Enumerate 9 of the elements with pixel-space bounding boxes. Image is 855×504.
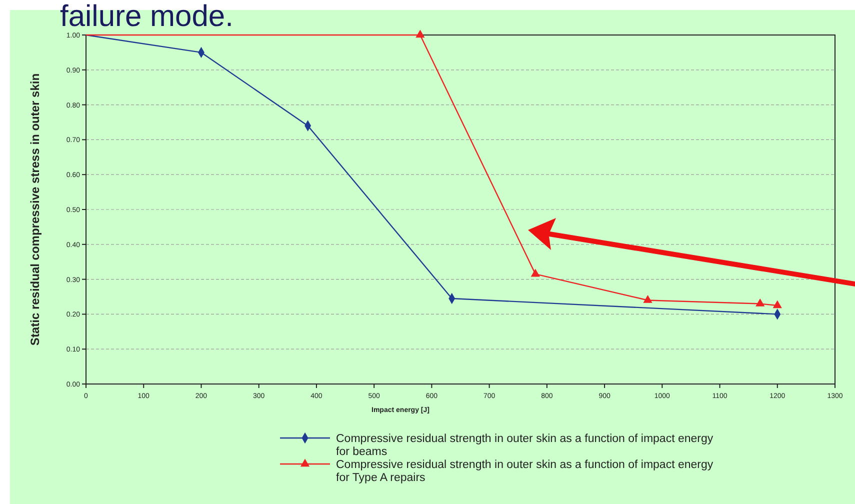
point	[530, 268, 540, 277]
legend-label: Compressive residual strength in outer skin as a function of impact energy for Type A repairs	[336, 459, 714, 484]
point	[772, 300, 782, 308]
y-axis-title: Static residual compressive stress in outer skin	[28, 73, 42, 346]
chart-title: failure mode.	[60, 0, 234, 33]
legend-label: Compressive residual strength in outer skin as a function of impact energy for beams	[336, 433, 714, 458]
point	[416, 30, 425, 38]
point	[756, 298, 765, 306]
point	[643, 294, 652, 303]
